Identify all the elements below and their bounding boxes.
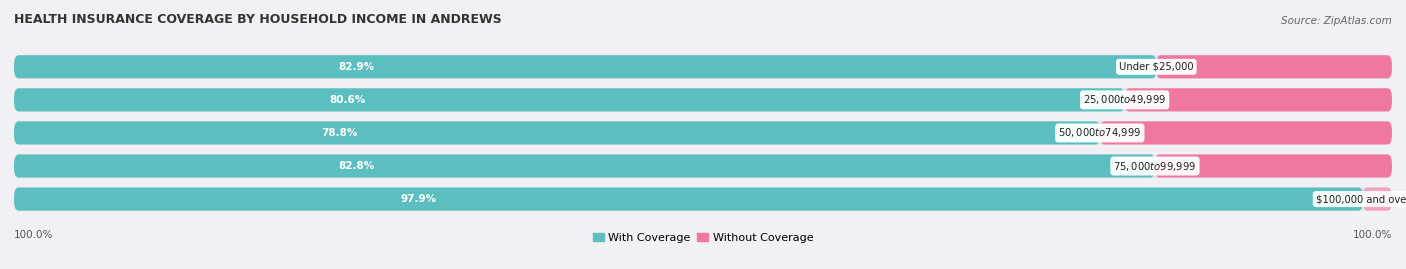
FancyBboxPatch shape (1156, 55, 1392, 78)
Text: 82.9%: 82.9% (339, 62, 375, 72)
FancyBboxPatch shape (14, 154, 1392, 178)
FancyBboxPatch shape (1099, 121, 1392, 144)
FancyBboxPatch shape (14, 121, 1392, 144)
Text: $50,000 to $74,999: $50,000 to $74,999 (1059, 126, 1142, 139)
FancyBboxPatch shape (14, 55, 1392, 78)
FancyBboxPatch shape (14, 187, 1362, 211)
Text: 97.9%: 97.9% (401, 194, 437, 204)
FancyBboxPatch shape (1154, 154, 1392, 178)
FancyBboxPatch shape (1125, 88, 1392, 111)
Text: 78.8%: 78.8% (322, 128, 359, 138)
Legend: With Coverage, Without Coverage: With Coverage, Without Coverage (588, 228, 818, 247)
FancyBboxPatch shape (14, 121, 1099, 144)
Text: $75,000 to $99,999: $75,000 to $99,999 (1114, 160, 1197, 172)
FancyBboxPatch shape (14, 88, 1392, 111)
Text: $25,000 to $49,999: $25,000 to $49,999 (1083, 93, 1166, 106)
Text: HEALTH INSURANCE COVERAGE BY HOUSEHOLD INCOME IN ANDREWS: HEALTH INSURANCE COVERAGE BY HOUSEHOLD I… (14, 13, 502, 26)
FancyBboxPatch shape (14, 55, 1156, 78)
Text: 100.0%: 100.0% (1353, 229, 1392, 240)
FancyBboxPatch shape (14, 154, 1154, 178)
FancyBboxPatch shape (14, 88, 1125, 111)
Text: 80.6%: 80.6% (329, 95, 366, 105)
FancyBboxPatch shape (1362, 187, 1392, 211)
Text: 82.8%: 82.8% (339, 161, 374, 171)
Text: $100,000 and over: $100,000 and over (1316, 194, 1406, 204)
Text: 100.0%: 100.0% (14, 229, 53, 240)
Text: Source: ZipAtlas.com: Source: ZipAtlas.com (1281, 16, 1392, 26)
FancyBboxPatch shape (14, 187, 1392, 211)
Text: Under $25,000: Under $25,000 (1119, 62, 1194, 72)
